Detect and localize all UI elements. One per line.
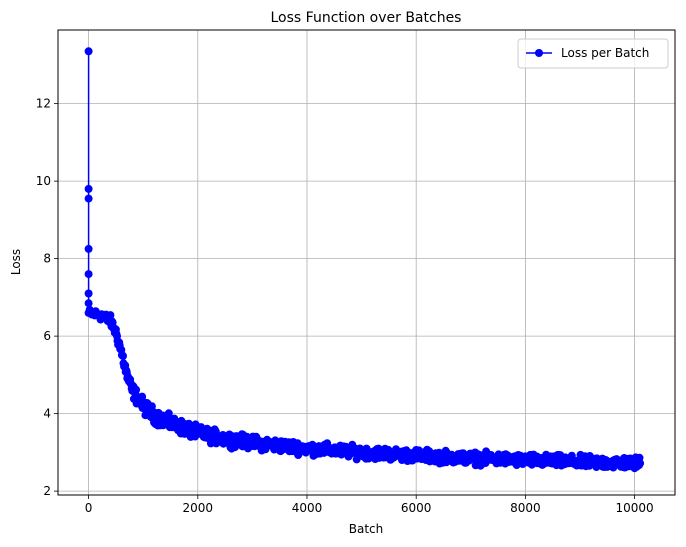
- data-point: [636, 459, 645, 468]
- data-point: [567, 451, 576, 460]
- data-point: [164, 409, 173, 418]
- data-point: [84, 47, 93, 56]
- y-axis-label: Loss: [9, 249, 23, 275]
- data-point: [84, 244, 93, 253]
- data-point: [84, 289, 93, 298]
- legend-box: [517, 38, 669, 69]
- y-tick-label: 6: [43, 329, 51, 343]
- loss-line: [87, 51, 641, 469]
- legend-label: Loss per Batch: [561, 46, 649, 60]
- data-point: [119, 352, 127, 360]
- data-point: [84, 270, 93, 279]
- x-tick-label: 6000: [401, 501, 432, 515]
- x-tick-label: 10000: [616, 501, 654, 515]
- x-axis-label: Batch: [349, 522, 384, 536]
- y-tick-label: 10: [36, 174, 51, 188]
- y-tick-label: 12: [36, 97, 51, 111]
- plot-frame: [57, 29, 676, 496]
- y-tick-label: 2: [43, 484, 51, 498]
- data-point: [84, 184, 93, 193]
- x-tick-label: 0: [85, 501, 93, 515]
- x-tick-label: 2000: [183, 501, 214, 515]
- data-point: [132, 385, 141, 394]
- y-tick-label: 4: [43, 407, 51, 421]
- loss-series: [84, 47, 645, 473]
- x-tick-label: 8000: [510, 501, 541, 515]
- data-point: [84, 299, 93, 308]
- y-axis-ticks: 2 4 6 8 10 12: [36, 97, 58, 498]
- chart-title: Loss Function over Batches: [271, 10, 462, 26]
- y-tick-label: 8: [43, 252, 51, 266]
- x-axis-ticks: 0 2000 4000 6000 8000 10000: [85, 495, 654, 515]
- legend: Loss per Batch: [517, 38, 669, 69]
- grid-lines: [58, 30, 675, 495]
- legend-marker-swatch: [535, 49, 543, 57]
- data-point: [84, 194, 93, 203]
- x-tick-label: 4000: [292, 501, 323, 515]
